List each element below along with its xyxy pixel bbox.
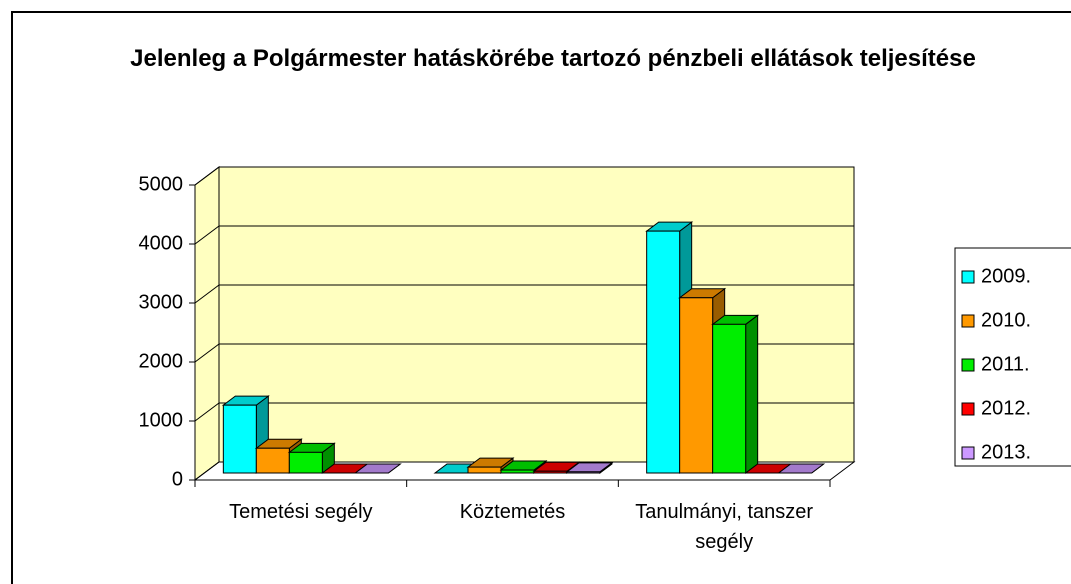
y-tick-label: 3000 xyxy=(139,291,184,313)
legend-swatch xyxy=(961,446,975,460)
bar xyxy=(712,323,747,474)
grid-line xyxy=(194,402,220,422)
legend-swatch xyxy=(961,358,975,372)
chart-title: Jelenleg a Polgármester hatáskörébe tart… xyxy=(130,45,976,72)
legend-label: 2010. xyxy=(981,309,1031,331)
y-tick-label: 1000 xyxy=(139,409,184,431)
y-tick-label: 4000 xyxy=(139,232,184,254)
grid-line xyxy=(194,461,220,481)
legend-swatch xyxy=(961,402,975,416)
legend-label: 2011. xyxy=(981,353,1030,375)
back-wall xyxy=(218,166,855,463)
side-wall xyxy=(194,166,220,481)
y-tick-label: 0 xyxy=(172,468,183,490)
bar xyxy=(222,404,257,474)
x-tick-label: Köztemetés xyxy=(459,501,566,523)
x-tick-label: Temetési segély xyxy=(229,501,373,523)
legend-label: 2009. xyxy=(981,265,1031,287)
bar xyxy=(566,471,601,474)
grid-line xyxy=(194,166,220,186)
bar xyxy=(500,469,535,474)
bar xyxy=(255,447,290,474)
y-tick-label: 2000 xyxy=(139,350,184,372)
grid-line xyxy=(194,284,220,304)
bar xyxy=(288,451,323,474)
bar xyxy=(646,230,681,474)
bar-side xyxy=(745,314,759,474)
bar-top xyxy=(353,463,402,474)
legend-label: 2012. xyxy=(981,397,1031,419)
bar xyxy=(533,470,568,474)
legend-swatch xyxy=(961,314,975,328)
legend-swatch xyxy=(961,270,975,284)
frame xyxy=(11,11,1071,584)
legend-box xyxy=(954,247,1071,467)
legend-label: 2013. xyxy=(981,441,1031,463)
y-tick-label: 5000 xyxy=(139,173,184,195)
bar xyxy=(467,466,502,474)
grid-line xyxy=(194,343,220,363)
bar-top xyxy=(777,463,826,474)
bar xyxy=(679,297,714,474)
grid-line xyxy=(194,225,220,245)
x-tick-label: Tanulmányi, tanszer segély xyxy=(635,501,814,553)
